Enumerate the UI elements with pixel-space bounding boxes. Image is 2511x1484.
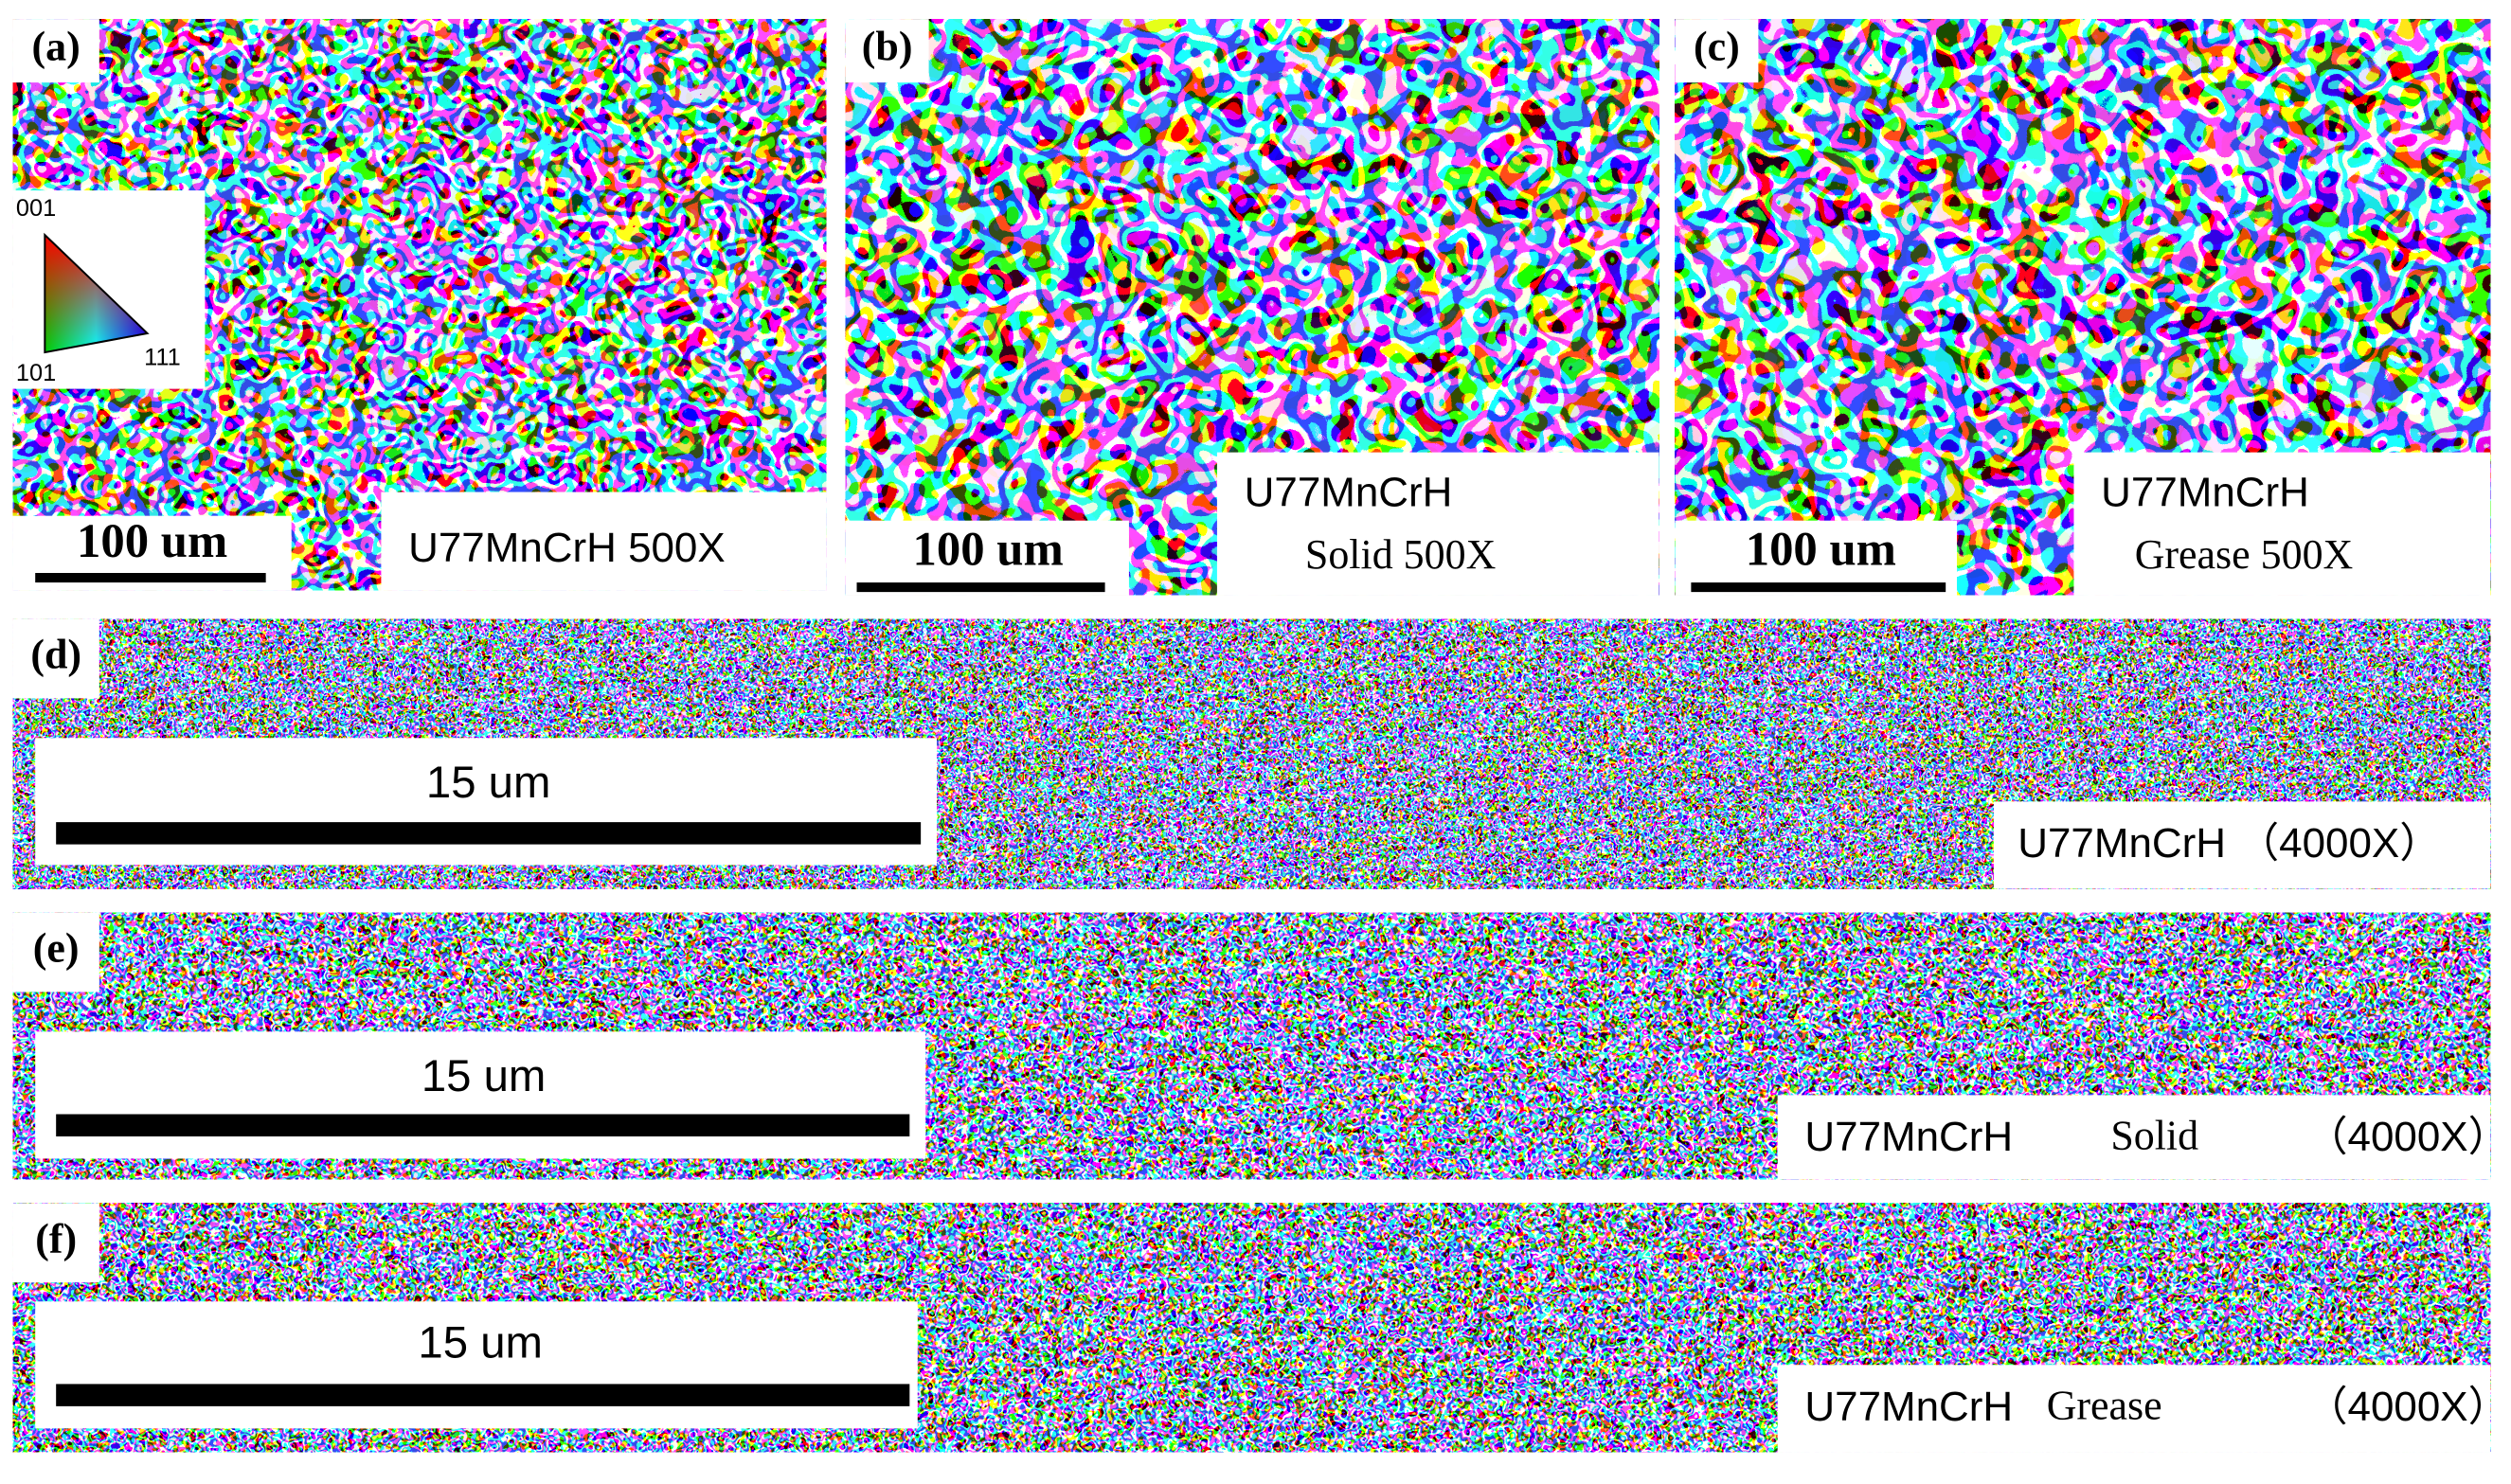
scale-bar-label: 100 um	[1746, 523, 1896, 576]
scale-bar	[56, 1114, 910, 1136]
panel-label: (d)	[30, 632, 81, 678]
scale-bar-label: 100 um	[77, 514, 227, 567]
scale-bar-label: 15 um	[418, 1318, 543, 1368]
caption-box	[381, 492, 827, 591]
caption: Grease 500X	[2135, 531, 2354, 578]
legend-label: 101	[16, 360, 56, 386]
scale-bar-box	[35, 1031, 926, 1159]
scale-bar	[856, 582, 1105, 593]
scale-bar-label: 100 um	[913, 523, 1064, 576]
legend-label: 111	[144, 344, 181, 370]
caption-box	[1777, 1095, 2491, 1180]
caption: U77MnCrH （4000X）	[2018, 820, 2441, 867]
label-box	[12, 19, 99, 83]
caption: （4000X）	[2306, 1114, 2510, 1160]
scale-bar	[56, 1384, 910, 1406]
caption: U77MnCrH	[2101, 470, 2309, 516]
caption-box	[1993, 801, 2491, 889]
scale-bar-label: 15 um	[421, 1051, 547, 1101]
scale-bar	[35, 573, 266, 583]
caption-box	[1216, 452, 1659, 596]
scale-bar	[1691, 582, 1946, 593]
caption: Solid	[2110, 1112, 2198, 1158]
scale-bar	[56, 822, 922, 845]
label-box	[12, 1203, 99, 1283]
label-box	[12, 618, 99, 699]
caption: Grease	[2047, 1382, 2162, 1428]
label-box	[1675, 19, 1759, 83]
caption: （4000X）	[2306, 1384, 2510, 1430]
caption-box	[1777, 1365, 2491, 1453]
scale-bar-label: 15 um	[426, 758, 551, 808]
caption: U77MnCrH	[1804, 1384, 2013, 1430]
legend-label: 001	[16, 195, 56, 222]
panel-label: (f)	[35, 1215, 77, 1261]
caption: U77MnCrH	[1804, 1114, 2013, 1160]
caption: U77MnCrH 500X	[408, 525, 726, 571]
caption: U77MnCrH	[1245, 470, 1453, 516]
panel-label: (c)	[1694, 24, 1740, 70]
label-box	[12, 912, 99, 992]
panel-label: (b)	[862, 24, 913, 70]
panel-label: (a)	[32, 24, 81, 70]
label-box	[845, 19, 929, 83]
legend-triangle-overlay	[44, 232, 150, 354]
caption: Solid 500X	[1305, 531, 1496, 578]
panel-label: (e)	[33, 925, 80, 972]
scale-bar-box	[35, 1301, 918, 1429]
caption-box	[2073, 452, 2491, 596]
